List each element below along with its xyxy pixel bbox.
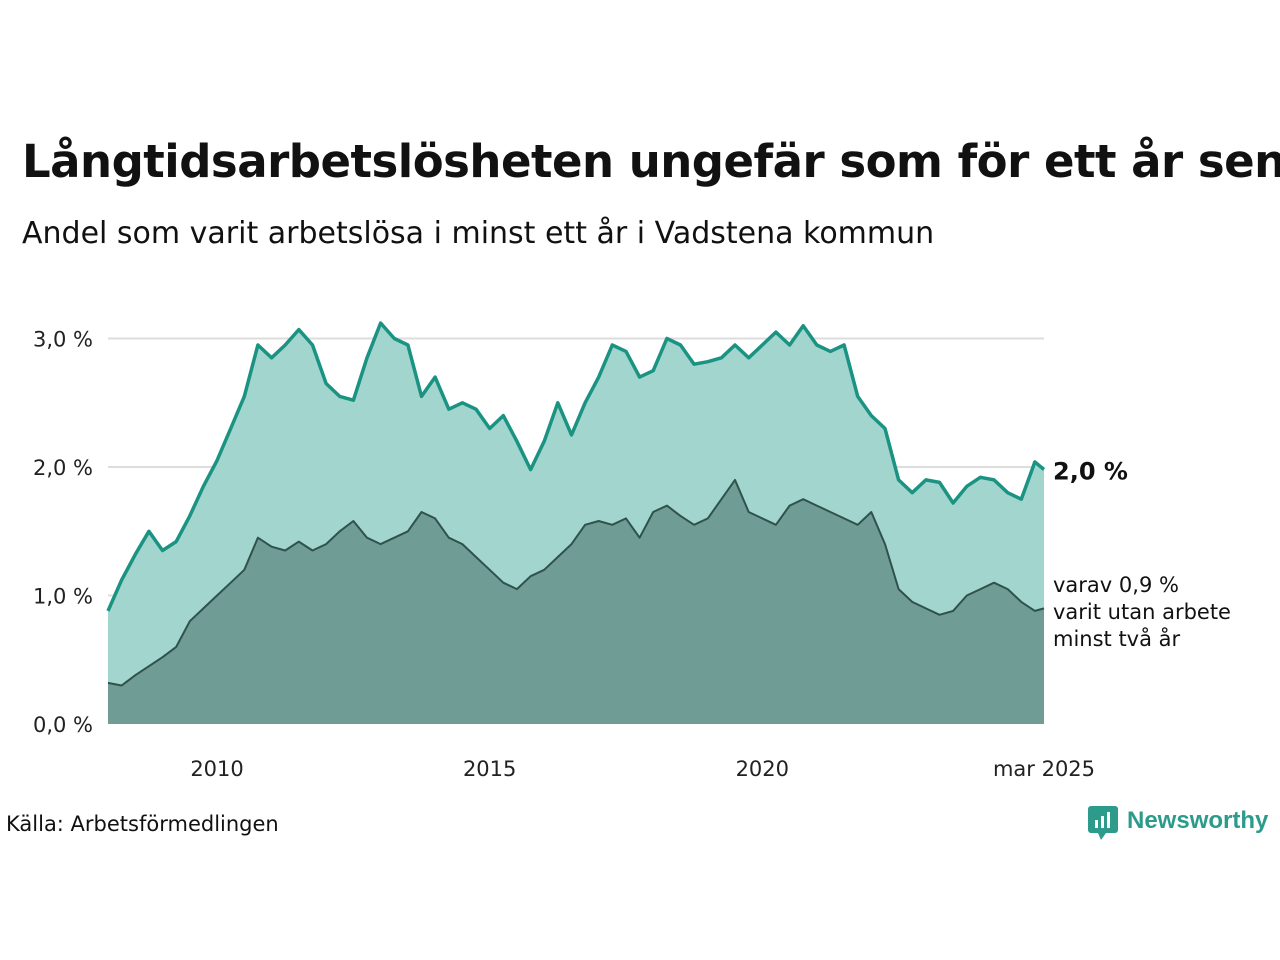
- x-tick-label: 2010: [190, 757, 243, 781]
- main-series-line: [106, 321, 1046, 612]
- newsworthy-logo-icon: [1088, 806, 1118, 840]
- sub-series-line: [107, 478, 1045, 687]
- y-tick-label: 3,0 %: [33, 328, 93, 352]
- newsworthy-logo-text: Newsworthy: [1127, 807, 1269, 834]
- y-tick-label: 0,0 %: [33, 713, 93, 737]
- newsworthy-logo: Newsworthy: [1088, 803, 1269, 840]
- y-tick-label: 1,0 %: [33, 585, 93, 609]
- sub-series-area: [108, 479, 1044, 724]
- series-lines: [106, 321, 1046, 687]
- main-end-label: 2,0 %: [1053, 458, 1128, 486]
- x-axis-tick-labels: 2010 2015 2020 mar 2025: [190, 757, 1095, 781]
- chart-title: Långtidsarbetslösheten ungefär som för e…: [22, 135, 1280, 188]
- chart-subtitle: Andel som varit arbetslösa i minst ett å…: [22, 216, 935, 251]
- x-tick-label: mar 2025: [993, 757, 1095, 781]
- sub-end-label-line: varav 0,9 %: [1053, 573, 1179, 597]
- source-note: Källa: Arbetsförmedlingen: [6, 812, 279, 836]
- y-tick-label: 2,0 %: [33, 456, 93, 480]
- x-tick-label: 2015: [463, 757, 516, 781]
- sub-end-label-line: minst två år: [1053, 626, 1181, 651]
- y-axis-tick-labels: 0,0 % 1,0 % 2,0 % 3,0 %: [33, 328, 93, 737]
- series-areas: [108, 323, 1044, 724]
- sub-end-label-line: varit utan arbete: [1053, 600, 1231, 624]
- x-tick-label: 2020: [736, 757, 789, 781]
